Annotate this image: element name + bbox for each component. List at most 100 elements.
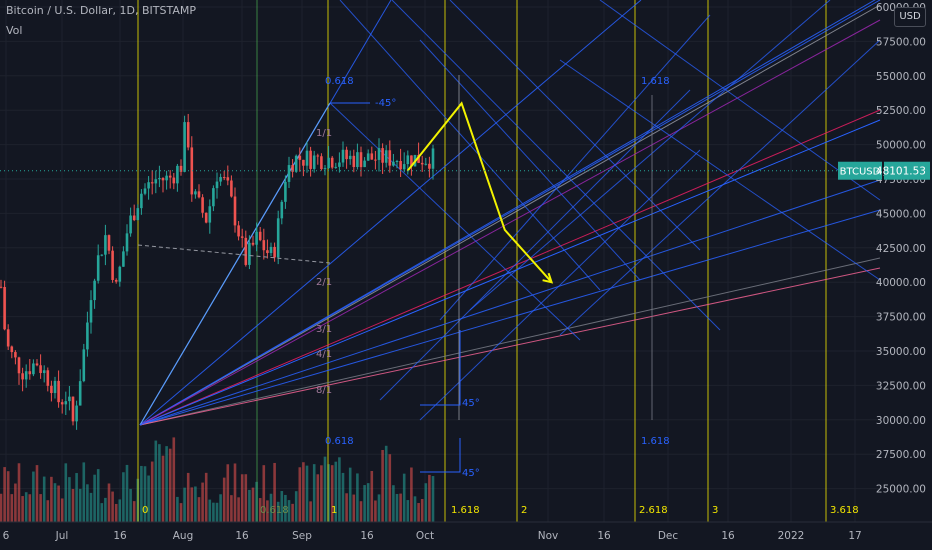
volume-bar: [28, 494, 32, 522]
volume-bar: [140, 465, 143, 522]
fib-time-label: 2: [521, 505, 527, 516]
candle-body: [384, 150, 388, 163]
candle-body: [118, 266, 122, 282]
price-tick: 30000.00: [876, 415, 926, 427]
time-axis-bg: [0, 522, 932, 550]
price-tick: 42500.00: [876, 243, 926, 255]
candle-body: [366, 153, 370, 161]
candle-body: [255, 231, 258, 245]
candle-body: [57, 380, 60, 403]
volume-bar: [132, 501, 136, 522]
volume-bar: [312, 464, 316, 522]
gann-grid-line: [419, 149, 701, 421]
symbol-badge: [838, 161, 882, 180]
candle-body: [395, 161, 399, 163]
candle-body: [114, 279, 118, 282]
time-tick: 16: [235, 530, 249, 542]
volume-bar: [334, 461, 338, 522]
gann-fan-line: [139, 109, 881, 426]
candle-body: [251, 242, 255, 245]
candle-body: [143, 188, 147, 194]
candle-body: [96, 255, 100, 281]
currency-button[interactable]: USD: [894, 7, 926, 27]
volume-bar: [50, 476, 53, 522]
volume-bar: [309, 501, 312, 522]
price-tick: 55000.00: [876, 71, 926, 83]
candle-body: [215, 181, 219, 189]
volume-bar: [183, 487, 186, 522]
candle-body: [377, 148, 381, 160]
candle-body: [201, 197, 204, 213]
volume-bar: [158, 444, 161, 522]
candle-body: [168, 175, 172, 178]
volume-bar: [269, 493, 273, 522]
volume-bar: [111, 491, 114, 522]
volume-bar: [104, 497, 107, 522]
volume-bar: [107, 483, 111, 522]
volume-bar: [392, 485, 395, 522]
candle-body: [428, 163, 431, 169]
price-tick: 35000.00: [876, 346, 926, 358]
price-tick: 27500.00: [876, 449, 926, 461]
candle-body: [276, 218, 280, 258]
time-tick: 16: [360, 530, 374, 542]
candle-body: [305, 150, 309, 166]
price-tick: 32500.00: [876, 380, 926, 392]
volume-bar: [341, 472, 345, 522]
fib-time-label: 0.618: [260, 505, 289, 516]
candle-body: [359, 152, 363, 168]
volume-bar: [424, 483, 428, 522]
candle-body: [334, 166, 338, 168]
price-axis[interactable]: 60000.0057500.0055000.0052500.0050000.00…: [838, 0, 932, 550]
candle-body: [42, 370, 46, 374]
volume-bar: [6, 471, 10, 522]
candle-body: [219, 177, 222, 182]
candle-body: [262, 240, 266, 251]
volume-bar: [388, 454, 392, 522]
gann-fan-line: [139, 4, 881, 426]
candle-body: [129, 215, 132, 234]
gann-grid-line: [559, 59, 881, 281]
drawing-overlay: 1/1 2/1 3/1 4/1 8/1 0.618 0.618 1.618 1.618 -45° 4…: [0, 75, 882, 479]
candle-body: [348, 155, 352, 160]
candle-body: [244, 237, 248, 265]
annotation-label: 1.618: [641, 436, 670, 447]
volume-bar: [168, 448, 172, 522]
candle-body: [338, 162, 341, 167]
gann-grid-line: [599, 0, 881, 201]
candle-body: [363, 160, 366, 168]
candle-body: [370, 153, 374, 160]
candle-body: [284, 181, 287, 202]
gann-fan-line: [139, 257, 881, 426]
volume-bar: [248, 489, 251, 522]
time-tick: 17: [848, 530, 861, 542]
candle-body: [309, 150, 312, 169]
candle-body: [226, 177, 230, 181]
volume-bar: [201, 482, 204, 522]
candle-body: [60, 402, 64, 405]
fib-time-label: 3.618: [830, 505, 859, 516]
volume-bar: [0, 493, 3, 522]
time-axis[interactable]: 6 Jul 16 Aug 16 Sep 16 Oct Nov 16 Dec 16 2022 17: [0, 521, 932, 550]
candle-body: [136, 208, 140, 221]
volume-bar: [179, 503, 183, 522]
volume-bar: [21, 496, 24, 522]
volume-bar: [374, 500, 377, 522]
volume-bar: [287, 500, 291, 522]
fib-time-label: 1.618: [451, 505, 480, 516]
candle-body: [39, 365, 42, 374]
volume-bar: [323, 456, 327, 522]
candle-body: [68, 396, 71, 402]
fib-time-label: 2.618: [639, 505, 668, 516]
time-tick: 2022: [778, 530, 805, 542]
volume-bar: [186, 472, 190, 522]
candle-body: [316, 155, 320, 157]
volume-bar: [75, 473, 78, 522]
candle-body: [104, 235, 107, 255]
volume-bar: [122, 472, 125, 522]
volume-bar: [17, 463, 21, 522]
gann-fan-line: [139, 0, 642, 426]
volume-bar: [237, 497, 240, 522]
candle-body: [179, 165, 183, 172]
